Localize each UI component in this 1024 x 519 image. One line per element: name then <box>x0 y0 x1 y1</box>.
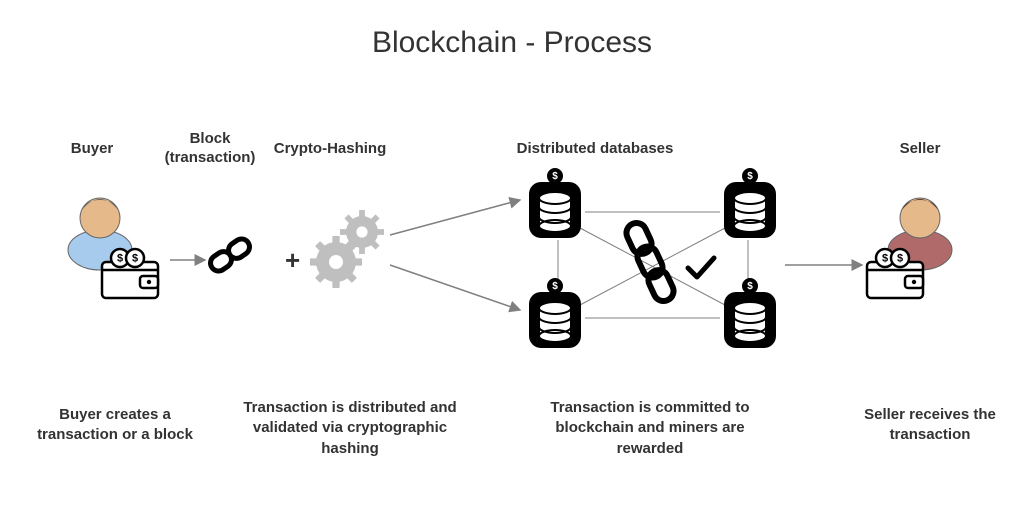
label-crypto-hashing: Crypto-Hashing <box>250 140 410 159</box>
center-chain-icon <box>623 220 677 305</box>
caption-step-1: Buyer creates a transaction or a block <box>30 405 200 446</box>
label-buyer: Buyer <box>52 140 132 159</box>
database-top-left-icon <box>529 168 581 238</box>
label-seller: Seller <box>880 140 960 159</box>
label-distributed-databases: Distributed databases <box>485 140 705 159</box>
gears-icon <box>310 210 384 288</box>
checkmark-icon <box>688 258 714 277</box>
caption-step-4: Seller receives the transaction <box>850 405 1010 446</box>
plus-symbol: + <box>285 245 300 276</box>
database-top-right-icon <box>724 168 776 238</box>
diagram-title: Blockchain - Process <box>0 26 1024 60</box>
seller-wallet-icon <box>867 249 923 298</box>
seller-person-icon <box>888 198 952 270</box>
database-bottom-right-icon <box>724 278 776 348</box>
database-bottom-left-icon <box>529 278 581 348</box>
buyer-person-icon <box>68 198 132 270</box>
caption-step-2: Transaction is distributed and validated… <box>240 398 460 459</box>
diagram-stage: { "type": "flowchart", "canvas": { "widt… <box>0 0 1024 519</box>
caption-step-3: Transaction is committed to blockchain a… <box>535 398 765 459</box>
buyer-wallet-icon <box>102 249 158 298</box>
block-chain-icon <box>207 236 252 274</box>
